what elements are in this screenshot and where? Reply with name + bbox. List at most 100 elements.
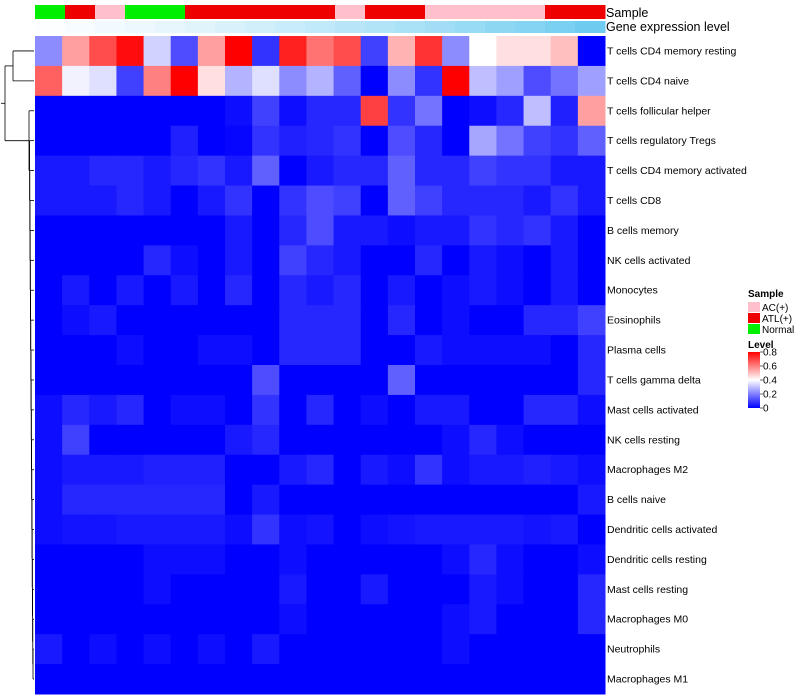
- heatmap-cell: [550, 365, 579, 396]
- expression-annotation-cell: [545, 21, 576, 33]
- heatmap-cell: [225, 424, 253, 456]
- heatmap-cell: [116, 544, 145, 575]
- heatmap-cell: [550, 215, 579, 246]
- heatmap-cell: [170, 305, 199, 336]
- heatmap-cell: [333, 514, 362, 545]
- heatmap-cell: [333, 574, 362, 605]
- heatmap-cell: [442, 454, 470, 486]
- heatmap-cell: [143, 305, 172, 336]
- heatmap-cell: [523, 634, 552, 665]
- heatmap-cell: [143, 604, 172, 635]
- heatmap-cell: [523, 365, 552, 396]
- legend-level-tick-label: 0.6: [763, 362, 777, 373]
- heatmap-cell: [550, 275, 579, 306]
- heatmap-cell: [252, 574, 280, 605]
- heatmap-cell: [442, 95, 470, 127]
- heatmap-cell: [333, 275, 362, 306]
- heatmap-cell: [577, 664, 606, 695]
- heatmap-cell: [387, 664, 416, 695]
- row-label: Macrophages M1: [607, 674, 688, 686]
- heatmap-cell: [550, 484, 579, 516]
- heatmap-cell: [170, 245, 199, 276]
- heatmap-cell: [387, 484, 416, 516]
- heatmap-cell: [442, 664, 470, 695]
- heatmap-cell: [577, 574, 606, 605]
- heatmap-cell: [143, 95, 172, 127]
- heatmap-cell: [387, 155, 416, 187]
- heatmap-cell: [415, 36, 443, 67]
- expression-annotation-cell: [155, 21, 186, 33]
- heatmap-cell: [306, 514, 335, 545]
- heatmap-cell: [225, 484, 253, 516]
- heatmap-cell: [415, 514, 443, 545]
- heatmap-cell: [197, 574, 226, 605]
- heatmap-cell: [306, 664, 335, 695]
- expression-annotation-cell: [395, 21, 426, 33]
- heatmap-cell: [116, 185, 145, 216]
- heatmap-cell: [252, 634, 280, 665]
- expression-annotation-cell: [185, 21, 216, 33]
- heatmap-cell: [387, 454, 416, 486]
- heatmap-cell: [143, 155, 172, 187]
- heatmap-cell: [143, 215, 172, 246]
- heatmap-cell: [442, 335, 470, 366]
- heatmap-cell: [143, 125, 172, 157]
- heatmap-cell: [550, 155, 579, 187]
- row-label: Monocytes: [607, 285, 658, 297]
- legend-sample-label: Normal: [762, 325, 794, 336]
- heatmap-cell: [35, 155, 63, 187]
- expression-annotation-label: Gene expression level: [606, 20, 730, 34]
- heatmap-cell: [225, 454, 253, 486]
- heatmap-cell: [577, 634, 606, 665]
- heatmap-cell: [143, 185, 172, 216]
- heatmap-cell: [387, 95, 416, 127]
- heatmap-cell: [415, 365, 443, 396]
- heatmap-cell: [35, 544, 63, 575]
- heatmap-cell: [62, 544, 90, 575]
- heatmap-cell: [415, 664, 443, 695]
- heatmap-cell: [225, 36, 253, 67]
- expression-annotation-cell: [425, 21, 456, 33]
- heatmap-cell: [306, 36, 335, 67]
- heatmap-cell: [89, 484, 117, 516]
- heatmap-cell: [62, 305, 90, 336]
- heatmap-cell: [333, 65, 362, 97]
- heatmap-cell: [279, 245, 307, 276]
- heatmap-cell: [550, 36, 579, 67]
- heatmap-cell: [143, 544, 172, 575]
- heatmap-cell: [415, 245, 443, 276]
- heatmap-cell: [550, 454, 579, 486]
- heatmap-cell: [252, 484, 280, 516]
- heatmap-cell: [170, 335, 199, 366]
- heatmap-cell: [143, 634, 172, 665]
- heatmap-cell: [62, 454, 90, 486]
- heatmap-cell: [415, 215, 443, 246]
- heatmap-cell: [197, 634, 226, 665]
- heatmap-cell: [62, 155, 90, 187]
- heatmap-cell: [523, 155, 552, 187]
- heatmap-cell: [577, 335, 606, 366]
- heatmap-cell: [116, 335, 145, 366]
- heatmap-cell: [252, 454, 280, 486]
- row-label: Neutrophils: [607, 644, 660, 656]
- heatmap-cell: [279, 125, 307, 157]
- heatmap-cell: [62, 185, 90, 216]
- heatmap-cell: [333, 95, 362, 127]
- heatmap-cell: [197, 275, 226, 306]
- heatmap-cell: [35, 65, 63, 97]
- legend-level-tick-label: 0.8: [763, 348, 777, 359]
- heatmap-cell: [306, 634, 335, 665]
- heatmap-cell: [442, 65, 470, 97]
- heatmap-cell: [197, 185, 226, 216]
- heatmap-cell: [333, 155, 362, 187]
- heatmap-cell: [442, 275, 470, 306]
- heatmap-cell: [496, 335, 525, 366]
- heatmap-cell: [89, 664, 117, 695]
- row-labels: T cells CD4 memory resting T cells CD4 na…: [607, 45, 747, 685]
- heatmap-cell: [252, 514, 280, 545]
- heatmap-cell: [35, 36, 63, 67]
- row-label: T cells gamma delta: [607, 374, 701, 386]
- heatmap-cell: [89, 36, 117, 67]
- heatmap-cell: [550, 514, 579, 545]
- heatmap-cell: [197, 394, 226, 426]
